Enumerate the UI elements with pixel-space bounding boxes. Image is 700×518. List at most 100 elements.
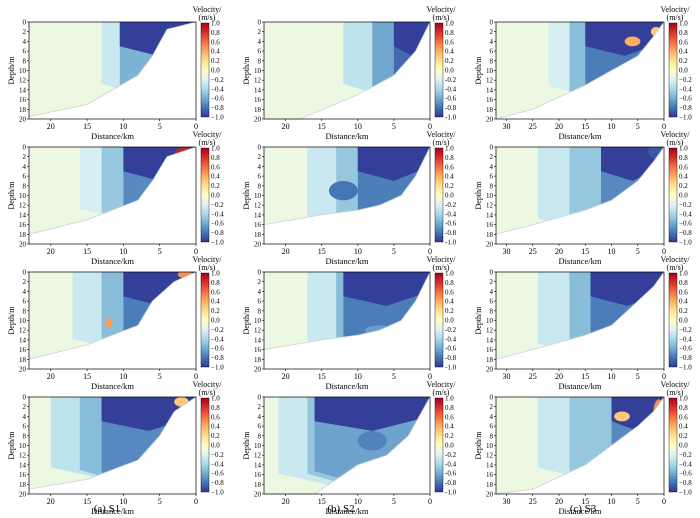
x-axis-label: Distance/km — [326, 381, 369, 391]
y-tick-label: 20 — [486, 366, 494, 374]
y-axis-label: Depth/m — [7, 306, 16, 335]
y-axis-label: Depth/m — [242, 431, 251, 460]
colorbar-tick-label: 0.2 — [211, 307, 220, 315]
y-tick-label: 0 — [258, 394, 262, 402]
y-tick-label: 8 — [23, 182, 27, 190]
velocity-field — [496, 397, 664, 494]
colorbar — [668, 147, 678, 243]
colorbar-tick-label: 0.0 — [445, 442, 454, 450]
y-tick-label: 0 — [490, 394, 494, 402]
colorbar-tick-label: -1.0 — [445, 239, 457, 247]
y-tick-label: 0 — [23, 269, 27, 277]
y-tick-label: 10 — [254, 192, 262, 200]
colorbar — [200, 22, 210, 118]
colorbar-tick-label: −0.4 — [679, 335, 692, 343]
x-tick-label: 15 — [581, 497, 589, 506]
colorbar-tick-label: 0.2 — [445, 432, 454, 440]
colorbar-tick-label: -1.0 — [445, 114, 457, 122]
y-tick-label: 14 — [254, 461, 262, 469]
y-tick-label: 2 — [490, 153, 494, 161]
y-axis-label: Depth/m — [474, 306, 483, 335]
y-tick-label: 20 — [486, 241, 494, 249]
y-tick-label: 20 — [19, 116, 27, 124]
colorbar-tick-label: 0.4 — [211, 48, 220, 56]
colorbar-tick-label: −1.0 — [211, 239, 224, 247]
x-tick-label: 20 — [282, 372, 290, 381]
x-tick-label: 10 — [608, 372, 616, 381]
y-tick-label: 16 — [254, 96, 262, 104]
velocity-field — [264, 272, 430, 350]
y-tick-label: 8 — [23, 432, 27, 440]
y-tick-label: 2 — [258, 28, 262, 36]
colorbar-tick-label: 0.6 — [445, 163, 454, 171]
colorbar-tick-label: −0.2 — [679, 76, 692, 84]
x-tick-label: 10 — [354, 247, 362, 256]
colorbar — [200, 147, 210, 243]
colorbar-tick-label: 0.8 — [445, 154, 454, 162]
colorbar-tick-label: 1.0 — [211, 145, 220, 153]
colorbar-tick-label: 0.4 — [445, 423, 454, 431]
colorbar-tick-label: 0.8 — [211, 29, 220, 37]
y-tick-label: 2 — [258, 278, 262, 286]
colorbar-tick-label: 0.8 — [445, 279, 454, 287]
colorbar-tick-label: -0.4 — [445, 210, 457, 218]
y-tick-label: 6 — [23, 298, 27, 306]
colorbar-tick-label: 0.8 — [211, 404, 220, 412]
colorbar-tick-label: 0.8 — [679, 29, 688, 37]
velocity-patch — [174, 397, 189, 407]
colorbar-tick-label: 0.2 — [445, 182, 454, 190]
colorbar — [668, 22, 678, 118]
y-tick-label: 18 — [254, 106, 262, 114]
y-tick-label: 8 — [258, 57, 262, 65]
y-tick-label: 8 — [23, 57, 27, 65]
y-axis-label: Depth/m — [474, 181, 483, 210]
y-tick-label: 2 — [258, 153, 262, 161]
y-tick-label: 18 — [254, 481, 262, 489]
y-tick-label: 6 — [258, 173, 262, 181]
y-tick-label: 12 — [486, 327, 494, 335]
colorbar-tick-label: −0.8 — [679, 479, 692, 487]
y-tick-label: 4 — [258, 163, 262, 171]
x-tick-label: 0 — [428, 122, 432, 131]
y-tick-label: 14 — [19, 86, 27, 94]
colorbar-tick-label: 0.4 — [679, 423, 688, 431]
x-tick-label: 15 — [83, 122, 91, 131]
y-tick-label: 0 — [490, 144, 494, 152]
colorbar-tick-label: 0.6 — [211, 163, 220, 171]
y-tick-label: 2 — [23, 153, 27, 161]
caption-s1: (a) S1 — [94, 503, 121, 515]
y-tick-label: 8 — [490, 182, 494, 190]
colorbar-tick-label: 0.2 — [679, 307, 688, 315]
y-tick-label: 4 — [258, 413, 262, 421]
y-tick-label: 20 — [254, 366, 262, 374]
colorbar-tick-label: 0.0 — [445, 317, 454, 325]
colorbar-tick-label: 1.0 — [211, 395, 220, 403]
x-tick-label: 30 — [503, 497, 511, 506]
colorbar-tick-label: −0.6 — [211, 345, 224, 353]
bed-line — [495, 396, 665, 495]
x-tick-label: 10 — [608, 247, 616, 256]
bed-line — [263, 146, 431, 225]
colorbar-title: Velocity/ — [193, 5, 223, 14]
x-tick-label: 5 — [636, 497, 640, 506]
colorbar-tick-label: -1.0 — [445, 489, 457, 497]
y-tick-label: 10 — [19, 192, 27, 200]
colorbar-tick-label: 0.6 — [445, 413, 454, 421]
velocity-field — [264, 397, 430, 494]
colorbar-tick-label: −0.2 — [679, 451, 692, 459]
colorbar-tick-label: 0.0 — [679, 442, 688, 450]
colorbar-unit: (m/s) — [433, 263, 450, 272]
y-tick-label: 16 — [486, 471, 494, 479]
velocity-core — [357, 147, 430, 181]
y-tick-label: 12 — [19, 452, 27, 460]
x-tick-label: 10 — [119, 122, 127, 131]
x-tick-label: 10 — [119, 497, 127, 506]
x-tick-label: 10 — [119, 247, 127, 256]
colorbar-tick-label: -0.6 — [445, 220, 457, 228]
y-tick-label: 18 — [19, 231, 27, 239]
colorbar-tick-label: −1.0 — [211, 489, 224, 497]
